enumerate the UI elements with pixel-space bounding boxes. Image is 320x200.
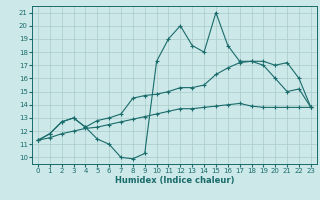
X-axis label: Humidex (Indice chaleur): Humidex (Indice chaleur) xyxy=(115,176,234,185)
